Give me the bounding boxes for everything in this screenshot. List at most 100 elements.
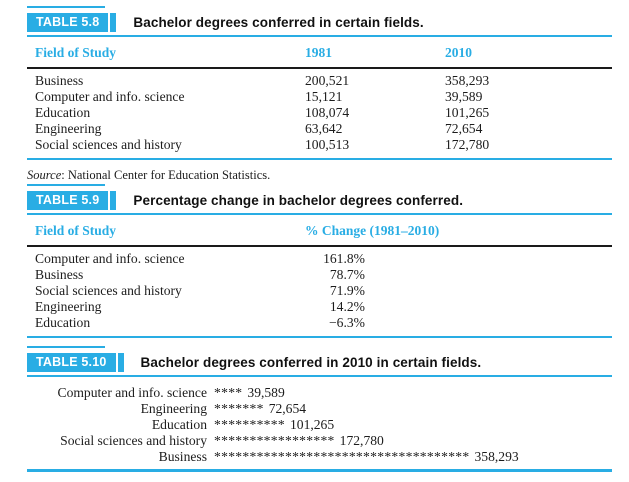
source-text: : National Center for Education Statisti… (61, 168, 271, 182)
cell-field: Education (35, 314, 91, 330)
table-row: Education −6.3% (35, 315, 612, 331)
table-5-9-title: Percentage change in bachelor degrees co… (133, 193, 464, 208)
cell-2010: 172,780 (445, 136, 490, 152)
table-5-10-block: TABLE 5.10 Bachelor degrees conferred in… (27, 346, 612, 472)
star-glyphs: ******* (214, 401, 264, 416)
table-row: Social sciences and history 71.9% (35, 283, 612, 299)
star-plot-row: Engineering ******* 72,654 (27, 401, 612, 417)
star-row-value: 39,589 (247, 385, 285, 400)
pct-value: 161.8% (323, 250, 365, 266)
cell-field: Business (35, 72, 84, 88)
accent-tick (27, 346, 105, 348)
pct-value: 78.7% (329, 266, 365, 282)
table-5-8-label: TABLE 5.8 (27, 13, 109, 32)
col-header-field-of-study: Field of Study (35, 223, 117, 238)
cell-pct: 78.7% (305, 267, 612, 283)
star-row-field: Computer and info. science (57, 385, 208, 400)
col-header-2010: 2010 (445, 45, 472, 60)
star-glyphs: **** (214, 385, 243, 400)
cell-pct: 71.9% (305, 283, 612, 299)
table-5-10-label-box: TABLE 5.10 (27, 353, 124, 372)
table-5-9-block: TABLE 5.9 Percentage change in bachelor … (27, 184, 612, 338)
star-row-value: 172,780 (339, 433, 384, 448)
table-row: Business 200,521 358,293 (35, 73, 612, 89)
title-underline-rule (27, 375, 612, 377)
pct-value: 14.2% (329, 298, 365, 314)
star-plot-row: Computer and info. science **** 39,589 (27, 385, 612, 401)
table-5-8-body: Business 200,521 358,293 Computer and in… (27, 69, 612, 158)
table-row: Social sciences and history 100,513 172,… (35, 137, 612, 153)
header-rule (27, 245, 612, 247)
table-5-8-column-headers: Field of Study 1981 2010 (27, 37, 612, 67)
pct-value: 71.9% (329, 282, 365, 298)
header-rule (27, 67, 612, 69)
cell-pct: −6.3% (305, 315, 612, 331)
cell-2010: 72,654 (445, 120, 483, 136)
cell-field: Engineering (35, 120, 102, 136)
table-5-9-label-box: TABLE 5.9 (27, 191, 117, 210)
source-label: Source (27, 168, 62, 182)
table-5-9-label: TABLE 5.9 (27, 191, 109, 210)
table-row: Computer and info. science 161.8% (35, 251, 612, 267)
cell-2010: 101,265 (445, 104, 490, 120)
title-underline-rule (27, 213, 612, 215)
star-plot-row: Education ********** 101,265 (27, 417, 612, 433)
table-label-tail (110, 13, 117, 32)
table-bottom-rule (27, 469, 612, 472)
table-row: Engineering 14.2% (35, 299, 612, 315)
col-header-pct-change: % Change (1981–2010) (305, 223, 440, 238)
star-plot-row: Social sciences and history ************… (27, 433, 612, 449)
cell-2010: 39,589 (445, 88, 483, 104)
star-glyphs: ********** (214, 417, 285, 432)
table-row: Business 78.7% (35, 267, 612, 283)
table-5-9-header-bar: TABLE 5.9 Percentage change in bachelor … (27, 191, 612, 210)
table-label-tail (117, 353, 124, 372)
col-header-field-of-study: Field of Study (35, 45, 117, 60)
star-plot-row: Business *******************************… (27, 449, 612, 465)
table-5-10-header-bar: TABLE 5.10 Bachelor degrees conferred in… (27, 353, 612, 372)
table-5-10-title: Bachelor degrees conferred in 2010 in ce… (140, 355, 482, 370)
col-header-1981: 1981 (305, 45, 332, 60)
table-5-9-body: Computer and info. science 161.8% Busine… (27, 247, 612, 336)
star-row-value: 358,293 (474, 449, 519, 464)
table-5-10-body: Computer and info. science **** 39,589 E… (27, 377, 612, 469)
star-row-value: 72,654 (268, 401, 307, 416)
table-row: Education 108,074 101,265 (35, 105, 612, 121)
pct-value: −6.3% (329, 314, 365, 330)
table-label-tail (110, 191, 117, 210)
cell-1981: 100,513 (305, 136, 350, 152)
accent-tick (27, 184, 105, 186)
cell-field: Computer and info. science (35, 88, 185, 104)
star-glyphs: ***************** (214, 433, 335, 448)
table-row: Engineering 63,642 72,654 (35, 121, 612, 137)
cell-field: Business (35, 266, 84, 282)
table-bottom-rule (27, 157, 612, 160)
table-row: Computer and info. science 15,121 39,589 (35, 89, 612, 105)
cell-field: Social sciences and history (35, 282, 182, 298)
title-underline-rule (27, 35, 612, 37)
star-row-value: 101,265 (289, 417, 335, 432)
cell-1981: 200,521 (305, 72, 350, 88)
cell-field: Education (35, 104, 91, 120)
source-note: Source: National Center for Education St… (27, 168, 612, 182)
table-5-8-block: TABLE 5.8 Bachelor degrees conferred in … (27, 6, 612, 182)
accent-tick (27, 6, 105, 8)
table-5-8-header-bar: TABLE 5.8 Bachelor degrees conferred in … (27, 13, 612, 32)
cell-1981: 63,642 (305, 120, 343, 136)
table-5-8-label-box: TABLE 5.8 (27, 13, 117, 32)
cell-2010: 358,293 (445, 72, 490, 88)
table-bottom-rule (27, 335, 612, 338)
cell-field: Engineering (35, 298, 102, 314)
star-row-field: Business (158, 449, 207, 464)
table-5-8-title: Bachelor degrees conferred in certain fi… (133, 15, 424, 30)
star-row-field: Social sciences and history (60, 433, 207, 448)
star-row-field: Education (151, 417, 207, 432)
table-5-9-column-headers: Field of Study % Change (1981–2010) (27, 215, 612, 245)
cell-pct: 14.2% (305, 299, 612, 315)
cell-field: Computer and info. science (35, 250, 185, 266)
cell-1981: 108,074 (305, 104, 350, 120)
cell-pct: 161.8% (305, 251, 612, 267)
cell-1981: 15,121 (305, 88, 343, 104)
star-glyphs: ************************************ (214, 449, 470, 464)
table-5-10-label: TABLE 5.10 (27, 353, 116, 372)
